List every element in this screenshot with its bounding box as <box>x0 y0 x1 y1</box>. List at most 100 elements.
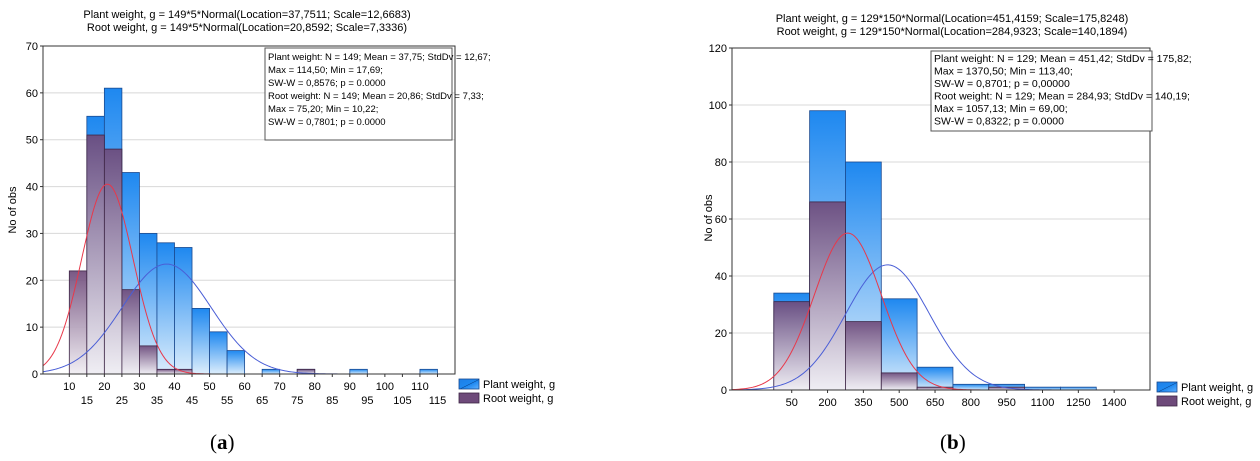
y-tick-label: 60 <box>26 88 38 100</box>
y-tick-label: 10 <box>26 322 38 334</box>
legend: Plant weight, g Root weight, g <box>458 378 555 405</box>
root-bar <box>809 201 846 391</box>
chart-title-line1: Plant weight, g = 129*150*Normal(Locatio… <box>776 13 1129 25</box>
stats-line: Plant weight: N = 149; Mean = 37,75; Std… <box>268 52 491 63</box>
x-tick-label: 25 <box>116 395 128 407</box>
root-bars <box>68 134 316 375</box>
root-bars <box>773 201 1025 391</box>
plant-bar <box>156 242 175 375</box>
x-tick-labels: 50 200 350 500 650 800 950 1100 1250 1400 <box>786 390 1126 409</box>
y-tick-labels: 0 10 20 30 40 50 60 70 <box>26 41 43 381</box>
root-bar <box>845 321 882 391</box>
stats-line: Max = 114,50; Min = 17,69; <box>268 65 383 76</box>
stats-box: Plant weight: N = 149; Mean = 37,75; Std… <box>264 47 491 141</box>
y-tick-label: 0 <box>32 369 38 381</box>
stats-line: SW-W = 0,8701; p = 0,00000 <box>934 78 1070 90</box>
y-tick-label: 80 <box>715 157 727 169</box>
stats-line: SW-W = 0,7801; p = 0.0000 <box>268 117 386 128</box>
stats-line: Root weight: N = 129; Mean = 284,93; Std… <box>934 91 1190 103</box>
x-tick-label: 90 <box>344 381 356 393</box>
x-tick-label: 50 <box>786 397 798 409</box>
stats-box: Plant weight: N = 129; Mean = 451,42; St… <box>930 50 1192 132</box>
y-tick-label: 70 <box>26 41 38 53</box>
x-tick-label: 55 <box>221 395 233 407</box>
x-tick-label: 105 <box>393 395 411 407</box>
root-bar <box>86 134 105 375</box>
x-tick-label: 95 <box>361 395 373 407</box>
chart-title-line2: Root weight, g = 149*5*Normal(Location=2… <box>87 22 407 34</box>
x-tick-label: 20 <box>98 381 110 393</box>
y-tick-label: 30 <box>26 228 38 240</box>
x-tick-label: 80 <box>309 381 321 393</box>
y-tick-label: 50 <box>26 135 38 147</box>
stats-line: SW-W = 0,8322; p = 0.0000 <box>934 116 1064 128</box>
legend: Plant weight, g Root weight, g <box>1156 381 1253 408</box>
stats-line: Max = 1057,13; Min = 69,00; <box>934 103 1068 115</box>
x-tick-label: 85 <box>326 395 338 407</box>
x-tick-label: 65 <box>256 395 268 407</box>
x-tick-label: 30 <box>133 381 145 393</box>
plant-bar <box>419 368 438 375</box>
x-tick-label: 1400 <box>1102 397 1126 409</box>
panel-label-b: (b) <box>940 430 966 454</box>
legend-label-plant: Plant weight, g <box>483 379 555 391</box>
root-bar <box>103 148 123 375</box>
plant-bar <box>226 350 246 375</box>
legend-swatch-plant <box>458 378 480 390</box>
plant-bar <box>209 331 228 375</box>
y-tick-label: 40 <box>715 271 727 283</box>
legend-label-root: Root weight, g <box>1181 396 1251 408</box>
y-tick-label: 20 <box>26 275 38 287</box>
y-tick-label: 100 <box>709 100 727 112</box>
y-tick-label: 40 <box>26 182 38 194</box>
plant-bar <box>349 368 368 375</box>
plant-bar <box>261 368 281 375</box>
x-tick-label: 1100 <box>1031 397 1055 409</box>
legend-label-plant: Plant weight, g <box>1181 382 1253 394</box>
y-axis-label: No of obs <box>703 194 715 242</box>
chart-panel-a: Plant weight, g = 149*5*Normal(Location=… <box>7 9 555 407</box>
stats-line: Plant weight: N = 129; Mean = 451,42; St… <box>934 53 1192 65</box>
x-tick-label: 200 <box>818 397 836 409</box>
x-tick-labels: 10 20 30 40 50 60 70 80 90 100 110 15 25 35 45 55 65 75 85… <box>63 374 446 407</box>
panel-label-b-letter: b <box>947 430 959 454</box>
plant-bar <box>174 247 193 375</box>
y-tick-labels: 0 20 40 60 80 100 120 <box>709 43 732 397</box>
panel-label-a: (a) <box>210 430 235 454</box>
chart-title-line1: Plant weight, g = 149*5*Normal(Location=… <box>83 9 410 21</box>
x-tick-label: 35 <box>151 395 163 407</box>
root-bar <box>139 345 158 375</box>
y-tick-label: 20 <box>715 328 727 340</box>
x-tick-label: 70 <box>274 381 286 393</box>
root-bar <box>156 368 175 375</box>
chart-title-line2: Root weight, g = 129*150*Normal(Location… <box>777 26 1128 38</box>
axes <box>42 45 456 375</box>
y-axis-label: No of obs <box>7 186 19 234</box>
y-tick-label: 60 <box>715 214 727 226</box>
x-tick-label: 50 <box>203 381 215 393</box>
x-tick-label: 1250 <box>1066 397 1090 409</box>
x-tick-label: 75 <box>291 395 303 407</box>
legend-label-root: Root weight, g <box>483 393 553 405</box>
x-tick-label: 45 <box>186 395 198 407</box>
root-bar <box>880 372 918 391</box>
plant-bar <box>916 366 954 391</box>
stats-line: SW-W = 0,8576; p = 0.0000 <box>268 78 386 89</box>
x-tick-label: 500 <box>890 397 908 409</box>
plant-bar <box>191 307 210 375</box>
x-tick-label: 40 <box>168 381 180 393</box>
x-tick-label: 650 <box>926 397 944 409</box>
x-tick-label: 10 <box>63 381 75 393</box>
x-tick-label: 15 <box>81 395 93 407</box>
root-bar <box>773 301 811 391</box>
x-tick-label: 100 <box>376 381 394 393</box>
x-tick-label: 950 <box>998 397 1016 409</box>
legend-swatch-root <box>1156 395 1178 407</box>
x-tick-label: 115 <box>429 395 447 407</box>
panel-label-a-letter: a <box>217 430 228 454</box>
x-tick-label: 60 <box>238 381 250 393</box>
legend-swatch-root <box>458 392 480 404</box>
stats-line: Max = 75,20; Min = 10,22; <box>268 104 378 115</box>
root-bar <box>121 289 140 375</box>
